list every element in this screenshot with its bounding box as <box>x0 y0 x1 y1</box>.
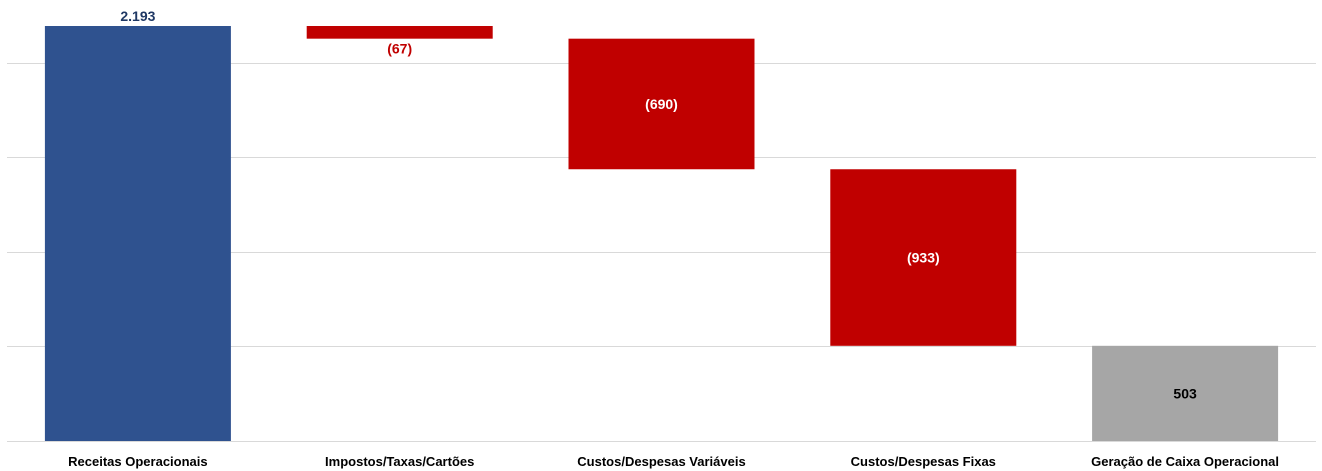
value-label: (67) <box>387 41 412 57</box>
value-label: 503 <box>1173 385 1197 401</box>
category-label: Custos/Despesas Fixas <box>851 454 996 469</box>
bar-2 <box>306 26 493 39</box>
category-label: Geração de Caixa Operacional <box>1091 454 1279 469</box>
bar-3 <box>568 38 755 170</box>
bar-1 <box>44 26 231 441</box>
bar-5 <box>1092 345 1279 441</box>
value-label: 2.193 <box>120 8 155 24</box>
bar-4 <box>830 169 1017 346</box>
category-label: Impostos/Taxas/Cartões <box>325 454 474 469</box>
bars <box>44 26 1279 441</box>
category-label: Receitas Operacionais <box>68 454 207 469</box>
value-labels: 2.193 (67) (690) (933) 503 <box>120 8 1197 401</box>
category-label: Custos/Despesas Variáveis <box>577 454 745 469</box>
value-label: (933) <box>907 250 940 266</box>
category-labels: Receitas Operacionais Impostos/Taxas/Cart… <box>68 454 1279 469</box>
value-label: (690) <box>645 96 678 112</box>
